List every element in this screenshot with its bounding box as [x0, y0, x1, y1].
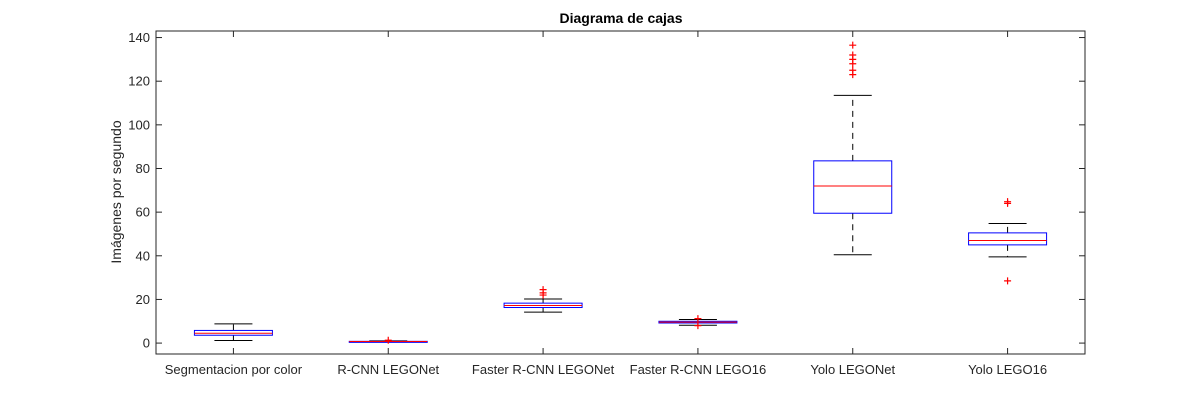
- outlier-marker: [694, 322, 702, 330]
- outlier-marker: [849, 51, 857, 59]
- box: [968, 232, 1048, 246]
- y-tick-label: 0: [143, 336, 150, 351]
- y-tick-label: 120: [128, 74, 150, 89]
- x-tick-label: Segmentacion por color: [165, 362, 303, 377]
- outlier-marker: [849, 66, 857, 74]
- y-tick-label: 40: [136, 248, 150, 263]
- outlier-marker: [849, 41, 857, 49]
- outlier-marker: [1004, 277, 1012, 285]
- x-tick-label: Faster R-CNN LEGONet: [472, 362, 615, 377]
- y-tick-label: 140: [128, 30, 150, 45]
- outlier-marker: [384, 336, 392, 344]
- chart-title: Diagrama de cajas: [560, 10, 683, 26]
- outlier-marker: [539, 286, 547, 294]
- box: [813, 160, 893, 214]
- x-tick-label: R-CNN LEGONet: [337, 362, 439, 377]
- y-tick-label: 100: [128, 117, 150, 132]
- y-axis-label: Imágenes por segundo: [108, 120, 124, 263]
- x-tick-label: Yolo LEGONet: [810, 362, 895, 377]
- y-tick-label: 80: [136, 161, 150, 176]
- outlier-marker: [1004, 198, 1012, 206]
- y-tick-label: 20: [136, 292, 150, 307]
- axes-frame: [155, 30, 1086, 355]
- plot-area: 0 20 40 60 80 100 120 140 Segmentacion por color…: [128, 30, 1086, 377]
- x-tick-label: Faster R-CNN LEGO16: [630, 362, 767, 377]
- x-tick-label: Yolo LEGO16: [968, 362, 1047, 377]
- outlier-marker: [694, 315, 702, 323]
- y-tick-label: 60: [136, 205, 150, 220]
